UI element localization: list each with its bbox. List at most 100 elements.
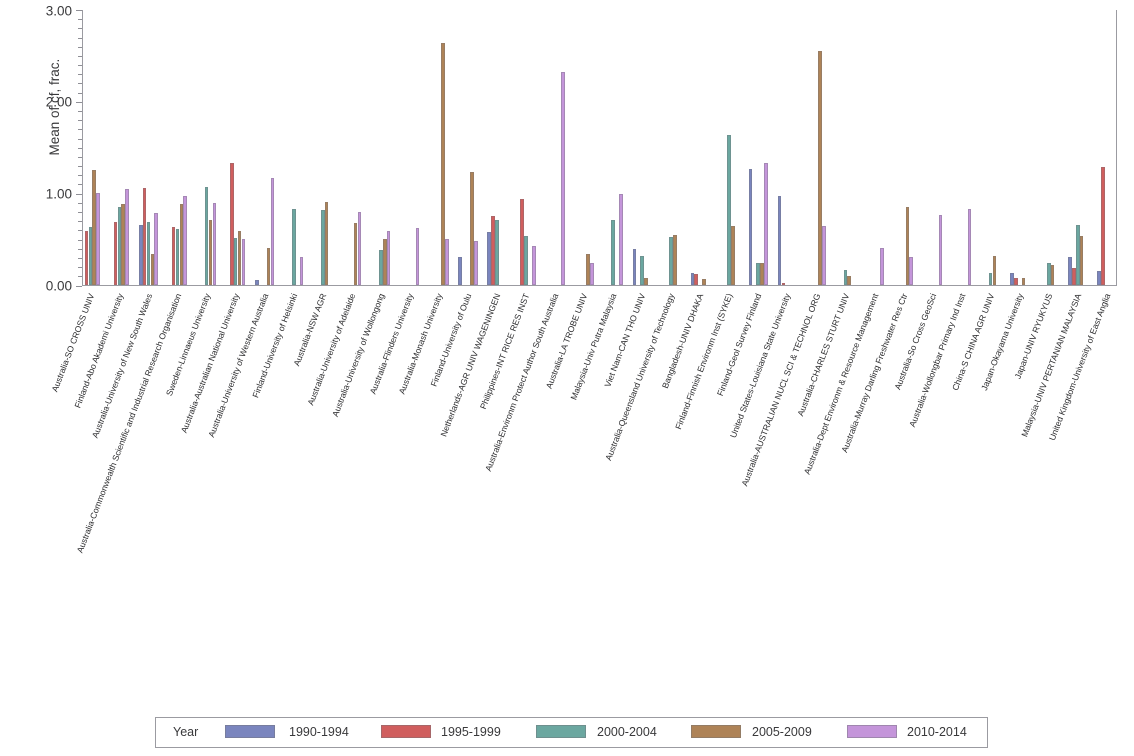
bar-1990-1994	[1010, 272, 1014, 286]
y-major-tick	[76, 285, 82, 287]
bar-2010-2014	[154, 212, 159, 286]
bar-2005-2009	[353, 223, 358, 286]
x-category-label: Australia-CHARLES STURT UNIV	[794, 292, 851, 418]
bar-2000-2004	[1046, 263, 1051, 286]
bar-2000-2004	[175, 228, 180, 286]
x-category-label: Australia-University of Western Australi…	[205, 292, 271, 439]
y-minor-tick	[78, 65, 82, 67]
bar-2005-2009	[760, 263, 765, 286]
bar-1995-1999	[1101, 167, 1105, 286]
y-minor-tick	[78, 156, 82, 158]
bar-2005-2009	[324, 201, 329, 286]
y-axis-line	[82, 10, 83, 286]
bar-2000-2004	[756, 263, 761, 286]
bar-2000-2004	[88, 226, 93, 286]
bar-1995-1999	[491, 215, 495, 286]
legend-swatch-2005-2009	[691, 725, 741, 738]
bar-1990-1994	[690, 272, 695, 286]
bar-2000-2004	[378, 249, 383, 286]
bar-2005-2009	[673, 234, 677, 286]
y-minor-tick	[78, 74, 82, 76]
y-minor-tick	[78, 55, 82, 57]
bar-2010-2014	[444, 238, 449, 286]
y-minor-tick	[78, 248, 82, 250]
bar-2005-2009	[644, 278, 648, 286]
bar-2010-2014	[560, 71, 565, 286]
bar-1990-1994	[748, 168, 753, 286]
bar-1995-1999	[84, 231, 89, 286]
bar-2000-2004	[204, 187, 209, 286]
x-axis-line	[82, 285, 1117, 286]
bar-2010-2014	[909, 257, 914, 286]
bar-1990-1994	[138, 224, 143, 286]
bar-2010-2014	[822, 225, 827, 286]
bar-2010-2014	[270, 178, 275, 286]
y-tick-label: 0.00	[45, 278, 72, 294]
y-tick-label: 3.00	[45, 3, 72, 18]
y-minor-tick	[78, 184, 82, 186]
bar-2005-2009	[992, 256, 997, 286]
bar-2000-2004	[727, 134, 732, 286]
bar-2005-2009	[1021, 278, 1026, 286]
legend-swatch-1990-1994	[225, 725, 275, 738]
y-tick-label: 1.00	[45, 186, 72, 202]
legend-swatch-2000-2004	[536, 725, 586, 738]
bar-2005-2009	[150, 254, 155, 286]
legend-swatch-2010-2014	[847, 725, 897, 738]
bar-2000-2004	[843, 269, 848, 286]
bar-2010-2014	[241, 238, 246, 286]
bar-2005-2009	[905, 207, 910, 286]
bar-1995-1999	[229, 163, 234, 286]
bar-2005-2009	[1079, 235, 1084, 286]
bar-2005-2009	[121, 203, 126, 286]
bar-1995-1999	[1013, 278, 1018, 286]
bar-2010-2014	[96, 192, 101, 286]
plot-right-border	[1116, 10, 1117, 286]
bar-2005-2009	[266, 247, 271, 286]
bar-2005-2009	[818, 51, 823, 286]
y-minor-tick	[78, 111, 82, 113]
bar-2010-2014	[531, 246, 536, 286]
bar-1990-1994	[1068, 257, 1072, 286]
bar-1990-1994	[632, 248, 637, 286]
y-minor-tick	[78, 46, 82, 48]
bar-2010-2014	[357, 212, 362, 286]
bar-2000-2004	[988, 272, 993, 286]
bar-1990-1994	[777, 196, 782, 286]
bar-2000-2004	[495, 220, 499, 286]
bar-2000-2004	[117, 206, 122, 286]
y-minor-tick	[78, 166, 82, 168]
y-minor-tick	[78, 257, 82, 259]
y-major-tick	[76, 101, 82, 103]
y-minor-tick	[78, 37, 82, 39]
y-minor-tick	[78, 129, 82, 131]
bar-2010-2014	[880, 247, 885, 286]
bar-2005-2009	[208, 220, 213, 286]
y-minor-tick	[78, 92, 82, 94]
y-minor-tick	[78, 212, 82, 214]
bar-1990-1994	[254, 279, 259, 286]
legend-label-2010-2014: 2010-2014	[907, 725, 967, 739]
bar-2010-2014	[125, 189, 130, 286]
y-minor-tick	[78, 276, 82, 278]
bar-2000-2004	[1075, 224, 1080, 286]
bar-2010-2014	[212, 202, 217, 286]
bar-2010-2014	[415, 227, 420, 286]
y-minor-tick	[78, 239, 82, 241]
bar-2000-2004	[233, 237, 238, 286]
x-category-label: United States-Louisiana State University	[728, 292, 793, 440]
bar-2010-2014	[299, 257, 304, 286]
y-major-tick	[76, 10, 82, 11]
bar-2010-2014	[183, 195, 188, 286]
bar-1995-1999	[142, 188, 147, 286]
bar-2000-2004	[146, 222, 151, 286]
legend-label-2005-2009: 2005-2009	[752, 725, 812, 739]
y-minor-tick	[78, 221, 82, 223]
bar-2010-2014	[967, 209, 972, 286]
y-minor-tick	[78, 147, 82, 149]
bar-2005-2009	[702, 279, 706, 286]
bar-2000-2004	[291, 209, 296, 286]
bar-2000-2004	[669, 236, 674, 286]
bar-2005-2009	[731, 225, 736, 286]
bar-2005-2009	[847, 276, 852, 286]
